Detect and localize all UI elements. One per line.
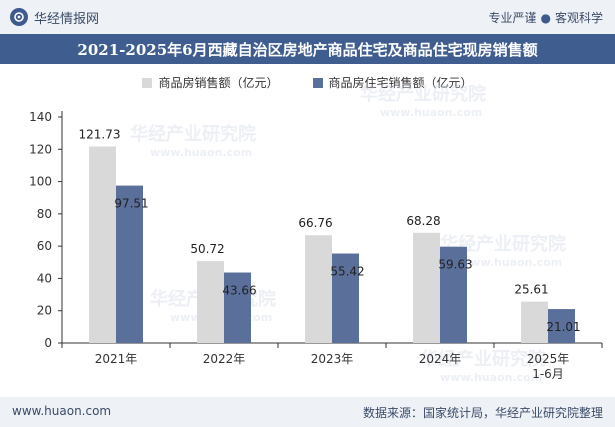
bar-series-1 xyxy=(89,146,116,343)
bar-series-1 xyxy=(521,301,548,343)
y-tick-label: 80 xyxy=(37,207,52,221)
slogan-right: 客观科学 xyxy=(554,11,603,25)
y-tick-label: 140 xyxy=(29,110,52,124)
y-tick-label: 0 xyxy=(44,336,52,350)
brand-name: 华经情报网 xyxy=(34,11,100,27)
x-tick-label: 2025年 1-6月 xyxy=(527,352,570,381)
footer: www.huaon.com 数据来源：国家统计局，华经产业研究院整理 xyxy=(0,397,615,427)
x-tick-label: 2022年 xyxy=(203,352,246,366)
brand-logo-icon xyxy=(10,8,28,26)
data-label-series-1: 68.28 xyxy=(406,214,440,228)
data-label-series-2: 55.42 xyxy=(330,265,364,279)
data-label-series-1: 25.61 xyxy=(514,283,548,297)
watermark-url: www.huaon.com xyxy=(460,256,562,269)
x-tick-label-line: 2021年 xyxy=(95,352,138,366)
axes: 0 20 40 60 80 100 120 140 2021年 2022年 2023年 2024年 20… xyxy=(29,110,603,381)
x-tick-label-line: 2022年 xyxy=(203,352,246,366)
bar-series-1 xyxy=(197,261,224,343)
chart-legend: 商品房销售额（亿元） 商品房住宅销售额（亿元） xyxy=(0,74,615,91)
footer-url: www.huaon.com xyxy=(12,404,112,418)
x-tick-label-line: 1-6月 xyxy=(532,367,564,381)
watermark-url: www.huaon.com xyxy=(440,371,542,384)
data-label-series-2: 59.63 xyxy=(438,258,472,272)
y-tick-label: 40 xyxy=(37,271,52,285)
data-label-series-1: 66.76 xyxy=(298,216,332,230)
watermark-layer: 华经产业研究院www.huaon.com华经产业研究院www.huaon.com… xyxy=(130,83,566,384)
footer-source: 数据来源：国家统计局，华经产业研究院整理 xyxy=(362,406,603,420)
data-label-series-2: 43.66 xyxy=(222,284,256,298)
y-tick-label: 100 xyxy=(29,175,52,189)
x-tick-label-line: 2024年 xyxy=(419,352,462,366)
x-tick-label: 2024年 xyxy=(419,352,462,366)
bar-series-1 xyxy=(305,235,332,343)
slogan-left: 专业严谨 xyxy=(488,11,537,25)
y-tick-label: 120 xyxy=(29,142,52,156)
bars xyxy=(89,146,575,343)
chart-title: 2021-2025年6月西藏自治区房地产商品住宅及商品住宅现房销售额 xyxy=(0,34,615,64)
watermark-text: 华经产业研究院 xyxy=(360,83,486,105)
x-tick-label-line: 2025年 xyxy=(527,352,570,366)
legend-label-series-2: 商品房住宅销售额（亿元） xyxy=(328,76,473,90)
legend-item-series-1: 商品房销售额（亿元） xyxy=(142,74,279,91)
watermark-text: 华经产业研究院 xyxy=(130,123,256,145)
legend-swatch-series-1 xyxy=(142,77,153,88)
legend-swatch-series-2 xyxy=(312,77,323,88)
y-tick-label: 60 xyxy=(37,239,52,253)
bar-series-2 xyxy=(548,309,575,343)
data-labels: 121.73 97.51 50.72 43.66 66.76 55.42 68.28 59.6… xyxy=(79,127,581,334)
x-tick-label-line: 2023年 xyxy=(311,352,354,366)
brand: 华经情报网 xyxy=(10,7,99,27)
data-label-series-2: 21.01 xyxy=(546,320,580,334)
x-tick-label: 2021年 xyxy=(95,352,138,366)
watermark-url: www.huaon.com xyxy=(380,106,482,119)
watermark-url: www.huaon.com xyxy=(150,146,252,159)
watermark-text: 华经产业研究院 xyxy=(420,348,546,370)
watermark-text: 华经产业研究院 xyxy=(440,233,566,255)
x-tick-label: 2023年 xyxy=(311,352,354,366)
legend-label-series-1: 商品房销售额（亿元） xyxy=(158,76,279,90)
bar-series-2 xyxy=(116,185,143,343)
legend-item-series-2: 商品房住宅销售额（亿元） xyxy=(312,74,473,91)
data-label-series-1: 121.73 xyxy=(79,127,121,141)
bar-series-1 xyxy=(413,232,440,343)
bar-series-2 xyxy=(332,253,359,343)
y-tick-label: 20 xyxy=(37,304,52,318)
slogan: 专业严谨 ● 客观科学 xyxy=(488,9,603,26)
data-label-series-1: 50.72 xyxy=(190,242,224,256)
bar-series-2 xyxy=(224,272,251,343)
bar-chart: 华经产业研究院www.huaon.com华经产业研究院www.huaon.com… xyxy=(29,83,603,384)
data-label-series-2: 97.51 xyxy=(114,197,148,211)
bullet-icon: ● xyxy=(540,11,551,25)
bar-series-2 xyxy=(440,246,467,343)
top-bar: 华经情报网 专业严谨 ● 客观科学 xyxy=(0,0,615,34)
